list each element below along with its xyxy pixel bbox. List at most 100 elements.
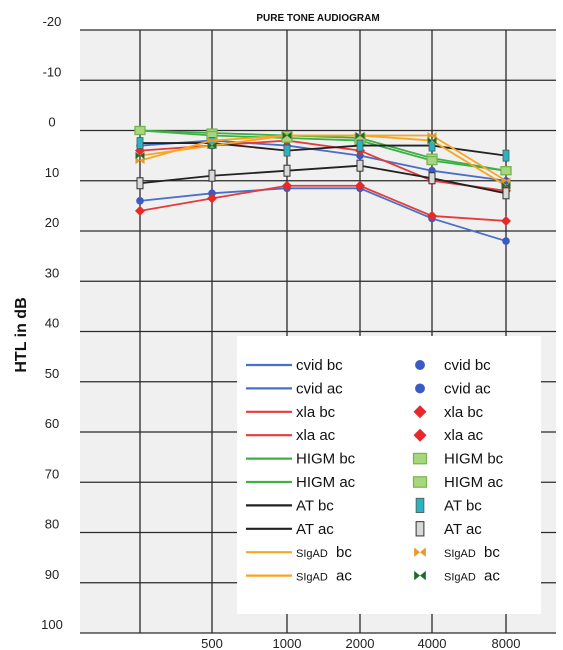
point-bowtie-right xyxy=(140,157,145,165)
data-point xyxy=(283,164,291,177)
legend-marker-label: xla bc xyxy=(444,404,484,421)
legend-line-label: AT bc xyxy=(296,497,334,514)
series-line xyxy=(139,129,507,172)
data-point xyxy=(281,133,293,143)
legend-marker-label: AT bc xyxy=(444,497,482,514)
point-bar-teal xyxy=(415,497,425,513)
point-bowtie-right xyxy=(420,547,426,557)
y-tick-label: 90 xyxy=(45,567,59,582)
data-point xyxy=(134,125,146,136)
point-bar-grey xyxy=(356,159,364,172)
data-point xyxy=(283,144,291,157)
point-bowtie-right xyxy=(420,570,426,581)
legend-line-label: SIgAD xyxy=(296,548,328,560)
series-xla-ac xyxy=(135,180,511,226)
point-bowtie-left xyxy=(282,131,287,140)
data-point xyxy=(426,156,438,166)
point-bowtie-right xyxy=(432,131,437,140)
legend-line-label: AT ac xyxy=(296,521,334,538)
data-point xyxy=(282,131,292,140)
y-tick-label: 20 xyxy=(45,215,59,230)
x-tick-label: 1000 xyxy=(273,636,302,650)
point-diamond xyxy=(501,215,511,226)
y-tick-label: 100 xyxy=(41,617,63,632)
series-line xyxy=(139,134,507,187)
point-bowtie-right xyxy=(212,141,217,150)
point-bar-teal xyxy=(356,139,364,152)
point-bowtie-left xyxy=(207,136,212,145)
point-square xyxy=(281,133,293,143)
y-axis-label: HTL in dB xyxy=(13,297,30,372)
series-at-ac xyxy=(136,159,510,200)
legend-marker-label-suffix: bc xyxy=(484,544,500,561)
y-tick-label: 60 xyxy=(45,416,59,431)
point-bar-grey xyxy=(136,177,144,190)
x-tick-label: 500 xyxy=(201,636,223,650)
legend-line-label-suffix: bc xyxy=(336,544,352,561)
point-bowtie-left xyxy=(501,182,506,190)
point-bowtie-left xyxy=(427,131,432,140)
x-tick-label: 2000 xyxy=(346,636,375,650)
data-series xyxy=(134,125,512,245)
y-tick-label: 70 xyxy=(45,466,59,481)
point-square xyxy=(500,166,512,176)
point-diamond xyxy=(427,210,437,221)
data-point xyxy=(135,152,145,160)
point-diamond xyxy=(355,180,365,191)
point-square xyxy=(412,476,428,488)
legend-marker-label: xla ac xyxy=(444,427,484,444)
data-point xyxy=(136,137,144,149)
y-tick-label: 0 xyxy=(48,115,55,130)
point-bowtie-left xyxy=(427,136,432,145)
data-point xyxy=(502,187,510,200)
data-point xyxy=(415,497,425,513)
point-bowtie-left xyxy=(355,131,360,140)
data-point xyxy=(207,136,217,145)
data-point xyxy=(500,166,512,176)
point-bar-teal xyxy=(283,144,291,157)
point-circle xyxy=(415,383,425,394)
point-bowtie-right xyxy=(432,136,437,145)
point-circle xyxy=(356,151,364,160)
data-point xyxy=(135,157,145,165)
point-bar-grey xyxy=(428,172,436,185)
legend-marker-label-suffix: ac xyxy=(484,568,500,585)
point-square xyxy=(412,452,428,465)
legend-marker-label: cvid ac xyxy=(444,380,491,397)
point-bar-grey xyxy=(415,521,425,537)
point-bowtie-right xyxy=(506,177,511,185)
y-tick-label: 10 xyxy=(45,165,59,180)
point-bowtie-left xyxy=(414,570,420,581)
y-tick-label: 80 xyxy=(45,517,59,532)
point-bar-teal xyxy=(136,137,144,149)
point-bar-teal xyxy=(502,149,510,162)
point-bowtie-right xyxy=(360,131,365,140)
series-sigad-ac xyxy=(135,131,511,190)
point-bowtie-right xyxy=(506,182,511,190)
legend-line-label: xla ac xyxy=(296,427,336,444)
point-bowtie-left xyxy=(414,547,420,557)
legend-line-label: cvid ac xyxy=(296,380,343,397)
point-bowtie-right xyxy=(212,136,217,145)
legend-box xyxy=(237,336,541,614)
point-bar-teal xyxy=(208,137,216,149)
data-point xyxy=(282,180,292,191)
point-diamond xyxy=(413,405,427,419)
data-point xyxy=(208,189,216,198)
series-line xyxy=(139,139,507,182)
point-square xyxy=(426,156,438,166)
legend: cvid bc cvid bc cvid ac cvid ac xla bc xla bc… xyxy=(237,336,541,614)
data-point xyxy=(414,570,426,581)
y-tick-labels: -20 -10 0 10 20 30 40 50 60 70 80 90 100 xyxy=(41,14,63,632)
data-point xyxy=(207,141,217,150)
data-point xyxy=(208,137,216,149)
data-point xyxy=(415,521,425,537)
chart-title: PURE TONE AUDIOGRAM xyxy=(256,13,379,24)
data-point xyxy=(136,177,144,190)
point-bar-grey xyxy=(208,169,216,182)
point-bowtie-right xyxy=(140,152,145,160)
point-bowtie-right xyxy=(287,131,292,140)
y-tick-label: 50 xyxy=(45,366,59,381)
point-circle xyxy=(415,360,425,370)
series-line xyxy=(139,164,507,195)
